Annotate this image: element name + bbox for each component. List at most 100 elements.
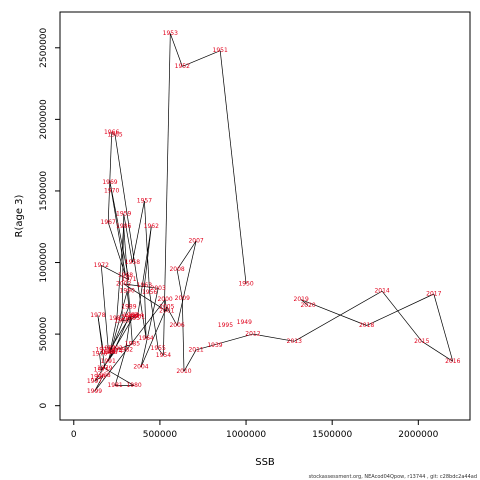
year-label-1963: 1963: [137, 282, 152, 289]
year-label-1966: 1966: [104, 129, 119, 136]
year-label-1964: 1964: [138, 335, 153, 342]
segment-1999-2000: [94, 299, 166, 392]
x-tick-label: 0: [71, 430, 77, 440]
segment-1953-1954: [163, 33, 171, 356]
segment-1972-1973: [100, 265, 109, 349]
year-label-1999: 1999: [87, 388, 102, 395]
segment-1965-1966: [111, 132, 116, 136]
year-label-1981: 1981: [107, 382, 122, 389]
year-label-1967: 1967: [101, 219, 116, 226]
x-axis-title: SSB: [255, 457, 275, 468]
year-label-2013: 2013: [287, 338, 302, 345]
segment-2011-2012: [196, 333, 253, 351]
segment-2019-2020: [300, 299, 309, 306]
segment-1990-1991: [107, 291, 128, 362]
year-label-1995b: 1995: [218, 322, 233, 329]
year-label-2016: 2016: [445, 358, 460, 365]
year-label-2004: 2004: [133, 364, 148, 371]
segment-1989-1990: [126, 291, 130, 307]
year-label-1991: 1991: [101, 358, 116, 365]
year-label-1978: 1978: [90, 312, 105, 319]
segment-2013-2014: [294, 290, 383, 342]
year-label-1976: 1976: [92, 351, 107, 358]
segment-1954-1955: [157, 348, 164, 356]
segment-1962-1963: [144, 226, 152, 286]
year-label-1974: 1974: [107, 348, 122, 355]
segment-2006-2007: [176, 241, 197, 326]
y-tick-label: 2000000: [39, 99, 49, 139]
year-label-2020: 2020: [300, 302, 315, 309]
segment-2007-2008: [176, 240, 197, 270]
year-label-1959: 1959: [116, 210, 131, 217]
year-label-1987: 1987: [109, 315, 124, 322]
segment-1994-1995: [132, 315, 137, 319]
segment-1955-1956: [149, 292, 159, 349]
segment-1961-1962: [137, 226, 152, 317]
segment-1958-1959: [123, 213, 133, 263]
year-label-2006: 2006: [169, 322, 184, 329]
segment-1985-1986: [123, 226, 133, 345]
year-label-2019: 2019: [294, 296, 309, 303]
segment-1998-1999: [94, 375, 104, 392]
segment-1950-1951: [219, 50, 247, 285]
year-label-1982: 1982: [118, 346, 133, 353]
segment-1986-1987: [116, 226, 125, 319]
segment-1992-1993: [114, 316, 130, 349]
segment-2005-2006: [166, 306, 178, 326]
year-label-1983: 1983: [123, 312, 138, 319]
year-label-1989: 1989: [121, 303, 136, 310]
segment-2018-2019: [301, 299, 367, 326]
segment-2000-2001: [164, 299, 168, 312]
segment-2017-2018: [366, 293, 434, 326]
year-label-1985: 1985: [125, 341, 140, 348]
year-label-2018: 2018: [359, 322, 374, 329]
segment-1978-1979: [97, 315, 106, 369]
year-label-2001: 2001: [159, 308, 174, 315]
year-label-2000: 2000: [157, 296, 172, 303]
year-label-2003: 2003: [151, 285, 166, 292]
year-label-1960: 1960: [114, 318, 129, 325]
year-label-1975: 1975: [94, 366, 109, 373]
year-label-2012: 2012: [245, 331, 260, 338]
y-tick-label: 500000: [39, 317, 49, 352]
segment-2009-2010: [181, 298, 185, 372]
year-label-2015: 2015: [414, 338, 429, 345]
segment-2012-2013: [252, 333, 295, 342]
segment-1967-1968: [107, 222, 126, 276]
year-label-2014: 2014: [374, 288, 389, 295]
year-label-1979: 1979: [97, 365, 112, 372]
segment-2010-2011: [183, 349, 197, 372]
year-label-1995: 1995: [125, 315, 140, 322]
year-label-1993: 1993: [121, 313, 136, 320]
year-label-1970: 1970: [104, 187, 119, 194]
segment-1984-1985: [108, 343, 133, 354]
year-label-1968: 1968: [118, 272, 133, 279]
year-label-2010: 2010: [176, 368, 191, 375]
year-label-2005: 2005: [159, 303, 174, 310]
year-label-1996: 1996: [90, 374, 105, 381]
segment-1988-1989: [109, 306, 130, 353]
y-tick-label: 0: [39, 403, 49, 409]
segment-1975-1976: [99, 354, 102, 370]
segment-2003-2004: [140, 288, 159, 368]
segment-1981-1982: [114, 349, 126, 386]
segment-1963-1964: [144, 285, 147, 339]
segment-1957-1958: [132, 200, 145, 263]
year-label-1950: 1950: [238, 281, 253, 288]
segment-1991-1992: [107, 348, 116, 362]
year-label-1984: 1984: [101, 349, 116, 356]
segment-2015-2016: [421, 341, 453, 362]
segment-2004-2005: [140, 306, 168, 368]
segment-2014-2015: [381, 290, 423, 342]
segment-1956-1957: [144, 200, 150, 293]
segment-1982-1983: [125, 315, 131, 350]
x-tick-label: 2000000: [398, 430, 438, 440]
year-label-1988: 1988: [102, 349, 117, 356]
segment-1964-1965: [114, 135, 147, 339]
year-label-1980: 1980: [126, 382, 141, 389]
y-axis-title: R(age 3): [14, 194, 25, 237]
plot-frame: [59, 11, 471, 421]
year-label-2002: 2002: [116, 281, 131, 288]
